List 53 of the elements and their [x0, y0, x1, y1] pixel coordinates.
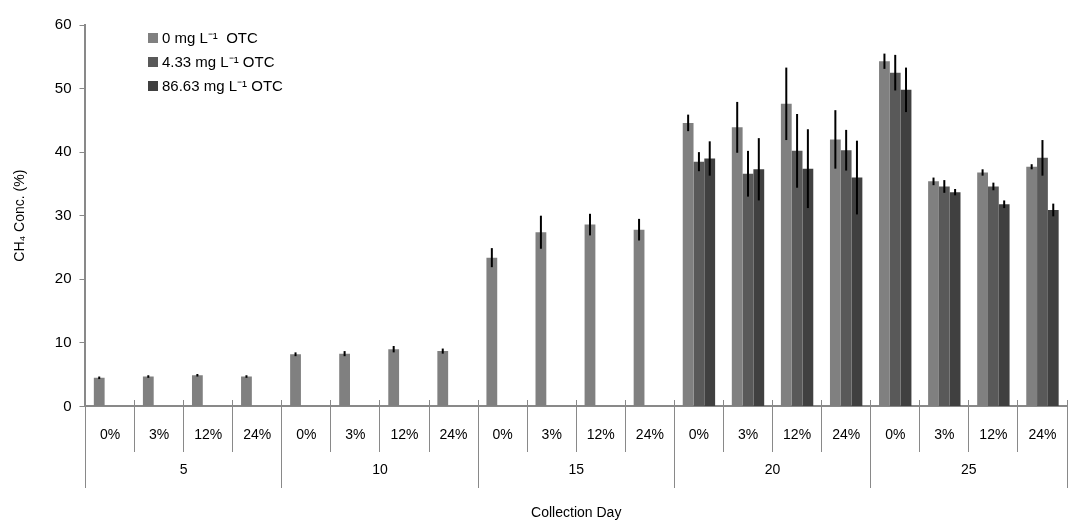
legend-label: 4.33 mg L⁻¹ OTC [162, 52, 275, 72]
y-tick-label: 10 [54, 332, 72, 350]
x-tick-label: 24% [243, 425, 272, 442]
bar [949, 192, 961, 406]
x-tick-label: 12% [586, 425, 615, 442]
bar [998, 204, 1010, 406]
x-tick-label: 0% [885, 425, 906, 442]
bar [1037, 157, 1048, 406]
x-tick-label: 3% [541, 425, 562, 442]
x-tick-label: 3% [148, 425, 170, 442]
x-tick-label: 12% [194, 425, 223, 442]
bar [742, 173, 754, 406]
x-tick-label: 24% [635, 425, 664, 442]
bar [851, 177, 863, 406]
x-tick-label: 0% [99, 425, 121, 442]
bar [938, 186, 950, 406]
bar [900, 89, 912, 406]
legend-label: 0 mg L⁻¹ OTC [162, 28, 258, 48]
text: 20 [764, 461, 781, 478]
bar [791, 150, 803, 406]
y-tick-label: 0 [63, 396, 72, 414]
x-tick-label: 24% [832, 425, 861, 442]
bar [802, 168, 814, 406]
x-tick-label: 12% [390, 425, 419, 442]
x-tick-label: 24% [439, 425, 468, 442]
legend-label: 86.63 mg L⁻¹ OTC [162, 76, 283, 96]
x-tick-label: 12% [979, 425, 1008, 442]
bar [753, 169, 765, 406]
y-tick-label: 40 [54, 142, 72, 160]
y-tick-label: 30 [54, 205, 72, 223]
bar [704, 158, 716, 406]
x-tick-label: 3% [934, 425, 955, 442]
y-tick-label: 20 [54, 269, 72, 287]
bar [1047, 209, 1059, 406]
text: 15 [568, 461, 585, 478]
x-tick-label: 3% [737, 425, 759, 442]
bar [889, 72, 901, 406]
text: 5 [179, 461, 188, 478]
text: 10 [372, 461, 388, 478]
x-tick-label: 0% [492, 425, 513, 442]
y-tick-label: 50 [54, 78, 72, 96]
y-axis-title: CH₄ Conc. (%) [11, 169, 28, 262]
x-axis-title: Collection Day [531, 504, 622, 521]
bar [693, 161, 705, 406]
text: 25 [961, 461, 977, 478]
x-tick-label: 3% [345, 425, 366, 442]
y-tick-label: 60 [54, 15, 72, 33]
x-tick-label: 24% [1028, 425, 1057, 442]
bar [840, 150, 852, 406]
x-tick-label: 12% [783, 425, 812, 442]
bar [987, 186, 999, 406]
x-tick-label: 0% [688, 425, 710, 442]
x-tick-label: 0% [296, 425, 317, 442]
